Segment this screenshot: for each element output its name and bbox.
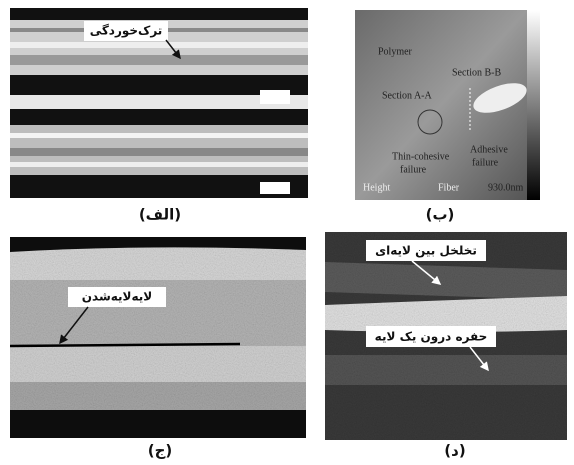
annotation: لایه‌لایه‌شدن bbox=[82, 290, 152, 304]
panel-c: لایه‌لایه‌شدن (ج) bbox=[10, 237, 306, 460]
panel-d: تخلخل بین لایه‌ای حفره درون یک لایه (د) bbox=[325, 232, 567, 460]
annotation: Height bbox=[363, 182, 390, 193]
annotation: Thin-cohesive bbox=[392, 151, 450, 162]
annotation: Section A-A bbox=[382, 90, 432, 101]
annotation: failure bbox=[472, 157, 499, 168]
annotation: ترک‌خوردگی bbox=[90, 24, 163, 39]
caption: (ج) bbox=[148, 442, 173, 460]
caption: (الف) bbox=[139, 206, 181, 224]
annotation: Section B-B bbox=[452, 67, 501, 78]
annotation: Adhesive bbox=[470, 144, 508, 155]
caption: (د) bbox=[444, 442, 465, 460]
panel-b: Polymer Section B-B Section A-A Thin-coh… bbox=[355, 10, 540, 224]
annotation: failure bbox=[400, 164, 427, 175]
figure: ترک‌خوردگی (الف) Polymer Section B-B Sec… bbox=[0, 0, 574, 465]
annotation: Polymer bbox=[378, 46, 413, 57]
annotation: 930.0nm bbox=[488, 182, 524, 193]
annotation: تخلخل بین لایه‌ای bbox=[375, 244, 477, 258]
annotation: Fiber bbox=[438, 182, 460, 193]
annotation: حفره درون یک لایه bbox=[375, 330, 488, 345]
caption: (ب) bbox=[426, 206, 455, 224]
panel-a: ترک‌خوردگی (الف) bbox=[10, 8, 308, 224]
